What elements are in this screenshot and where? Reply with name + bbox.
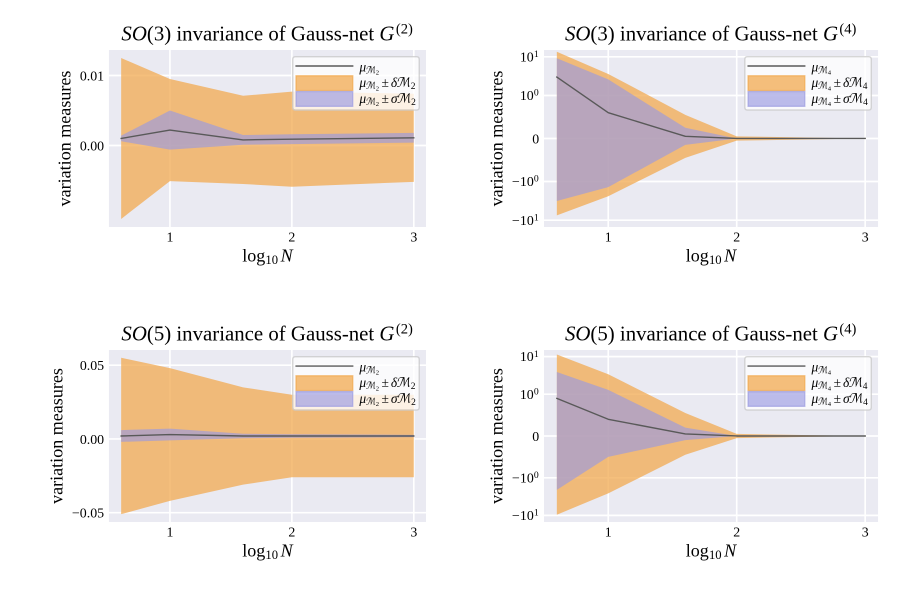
svg-text:l o g 1: l o g 1 0 N xyxy=(242,241,293,268)
svg-text:0.01: 0.01 xyxy=(80,69,104,84)
svg-text:variation measures: variation measures xyxy=(47,368,67,504)
svg-text:3: 3 xyxy=(410,525,417,540)
svg-text:1: 1 xyxy=(166,230,173,245)
svg-text:l o g 1: l o g 1 0 N xyxy=(686,241,737,268)
svg-text:variation measures: variation measures xyxy=(54,71,74,207)
svg-text:0.00: 0.00 xyxy=(80,139,104,154)
svg-text:2: 2 xyxy=(733,525,740,540)
svg-text:variation measures: variation measures xyxy=(487,71,507,207)
svg-text:2: 2 xyxy=(733,230,740,245)
svg-text:3: 3 xyxy=(862,525,869,540)
svg-text:1: 1 xyxy=(605,525,612,540)
svg-text:3: 3 xyxy=(862,230,869,245)
svg-text:l o g 1: l o g 1 0 N xyxy=(242,536,293,563)
svg-text:2: 2 xyxy=(288,525,295,540)
svg-text:variation measures: variation measures xyxy=(487,368,507,504)
svg-text:2: 2 xyxy=(288,230,295,245)
svg-text:3: 3 xyxy=(410,230,417,245)
svg-text:0.05: 0.05 xyxy=(80,359,104,374)
svg-text:1: 1 xyxy=(605,230,612,245)
svg-text:0: 0 xyxy=(532,430,539,445)
svg-text:−0.05: −0.05 xyxy=(72,507,104,522)
svg-text:l o g 1: l o g 1 0 N xyxy=(686,536,737,563)
svg-text:0: 0 xyxy=(532,132,539,147)
svg-text:0.00: 0.00 xyxy=(80,433,104,448)
svg-text:1: 1 xyxy=(166,525,173,540)
